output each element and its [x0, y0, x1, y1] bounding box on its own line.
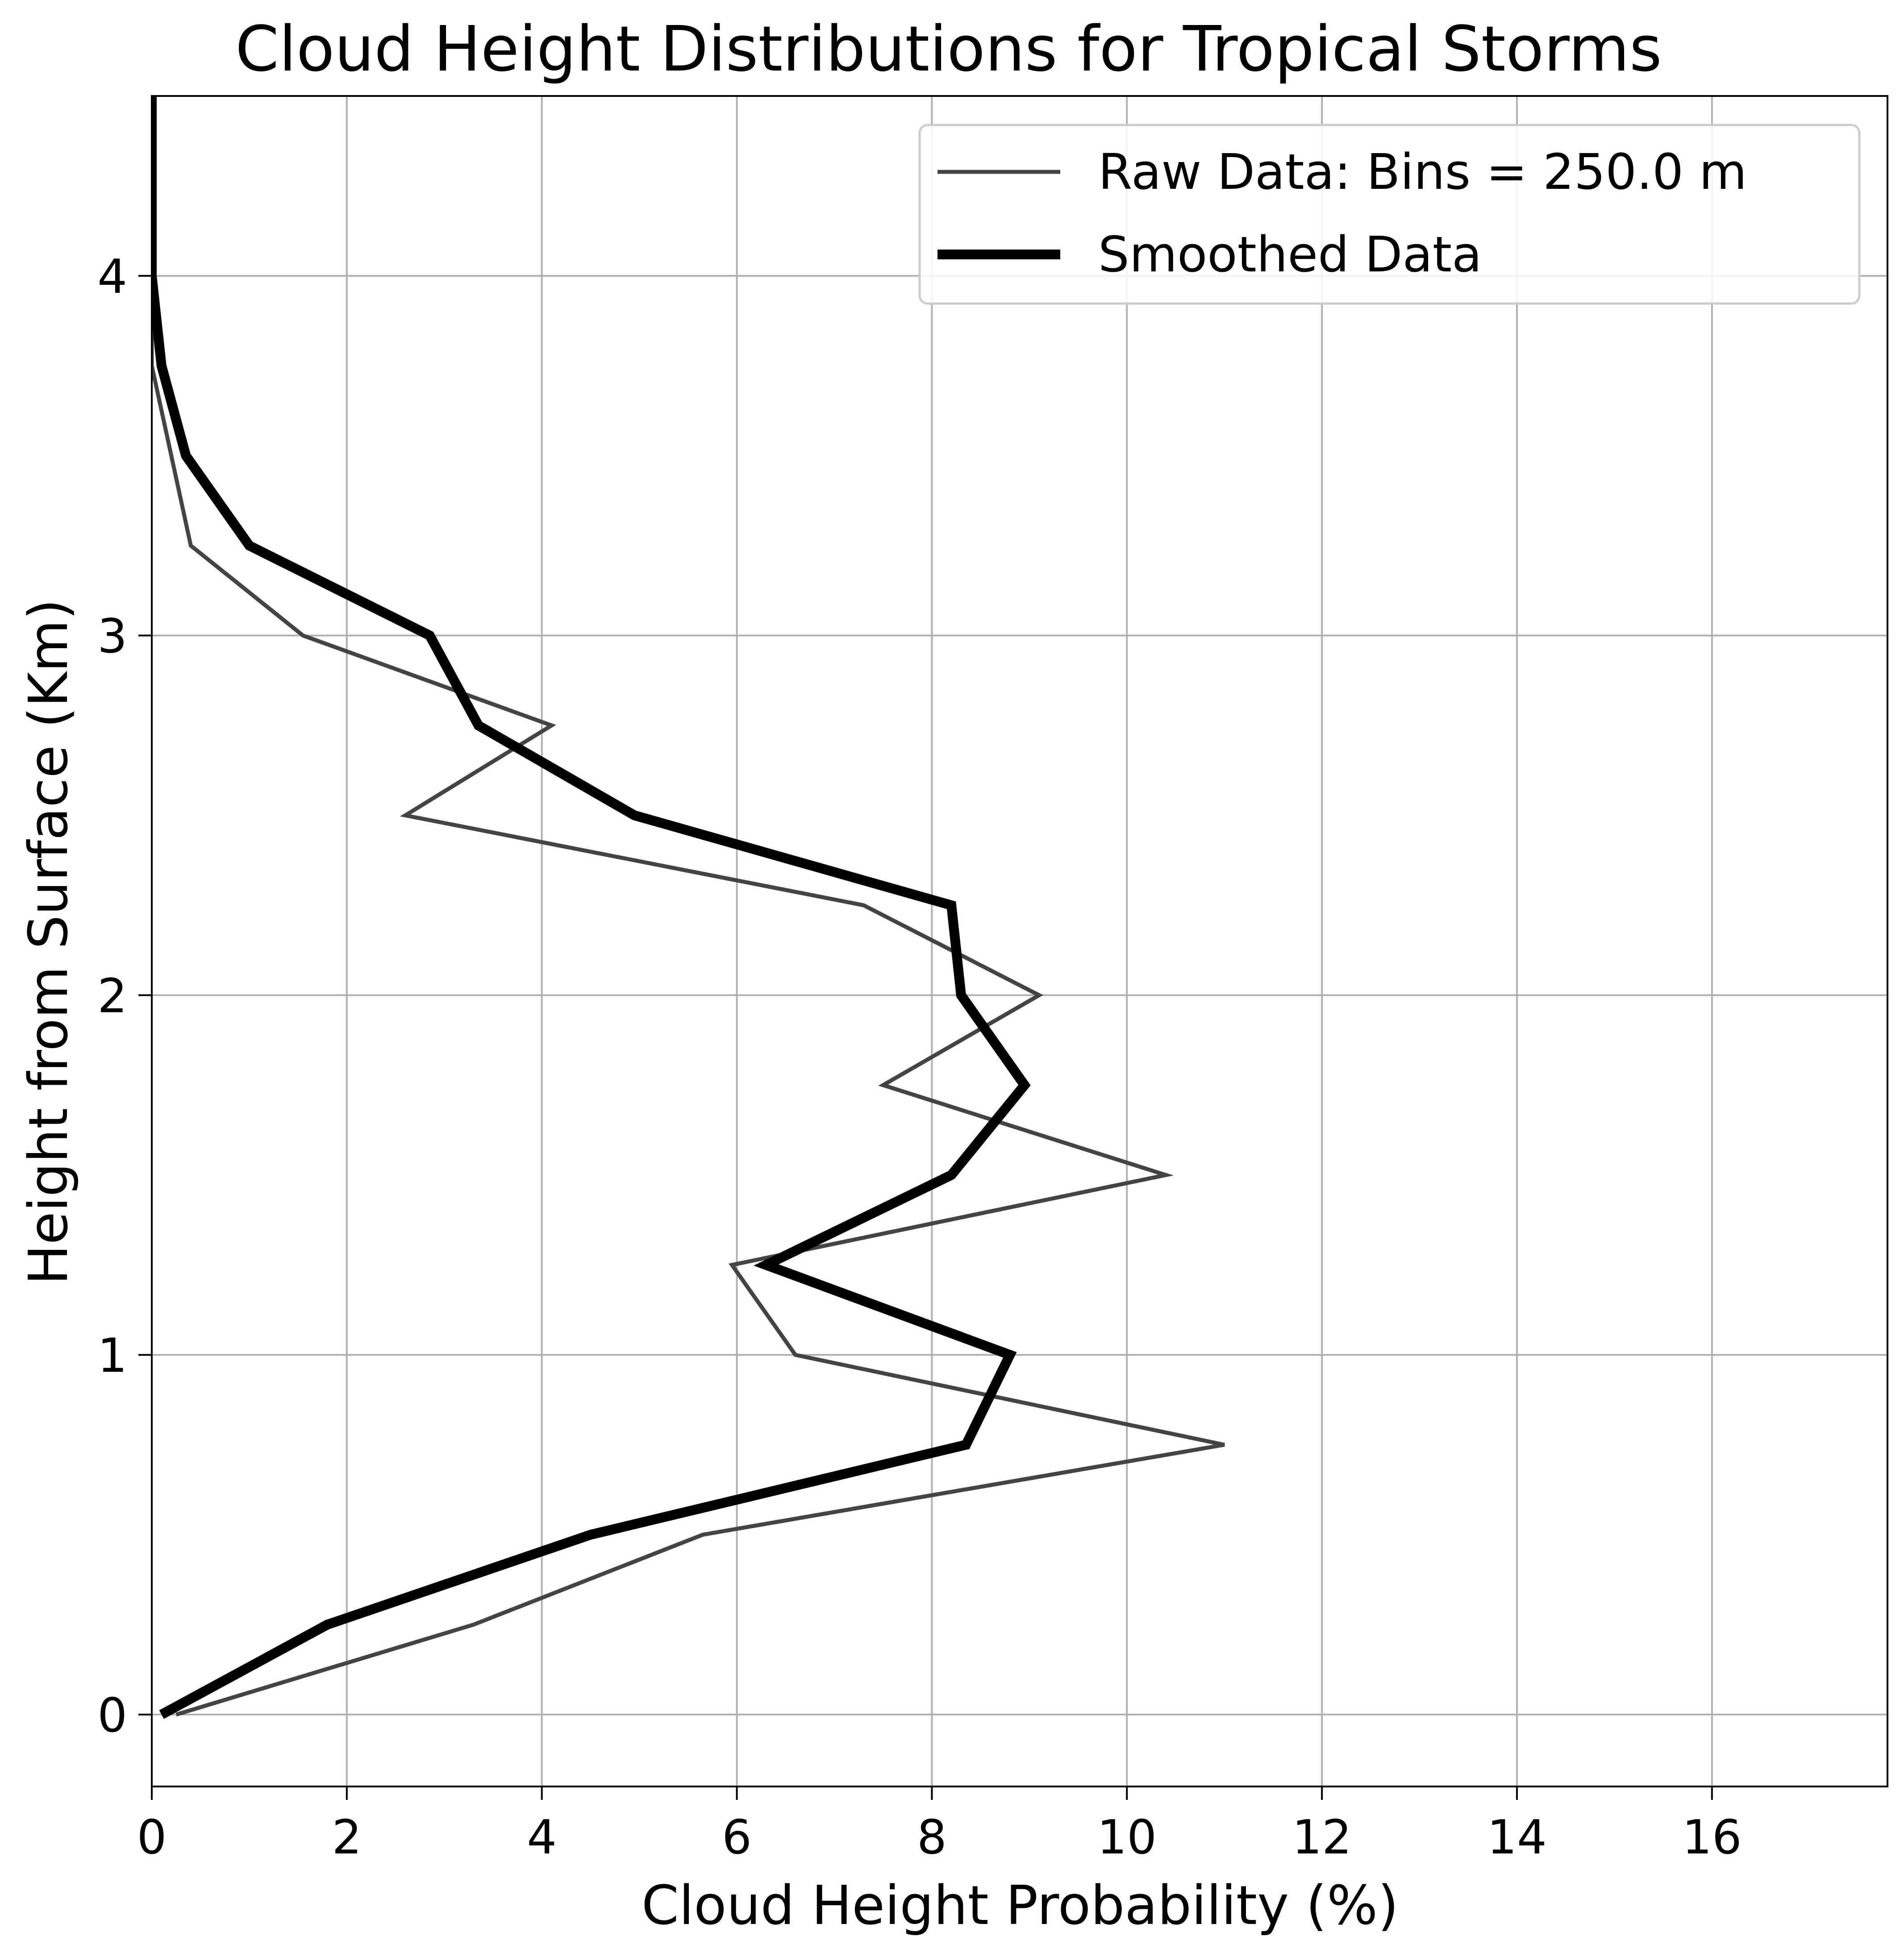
- y-tick-label: 4: [97, 250, 127, 304]
- gridlines: [151, 96, 1887, 1786]
- y-axis-label: Height from Surface (Km): [18, 599, 80, 1285]
- legend-box: [918, 124, 1861, 305]
- x-tick-label: 6: [722, 1810, 752, 1865]
- series-layer: [152, 96, 1225, 1719]
- x-tick-label: 12: [1292, 1810, 1352, 1865]
- chart-title: Cloud Height Distributions for Tropical …: [235, 13, 1662, 86]
- x-axis-label: Cloud Height Probability (%): [642, 1875, 1399, 1937]
- y-tick-label: 3: [97, 609, 127, 664]
- plot-frame: [151, 95, 1888, 1787]
- y-tick-label: 2: [97, 969, 127, 1023]
- x-tick-label: 0: [137, 1810, 167, 1865]
- raw-data-line: [152, 96, 1225, 1717]
- x-tick-label: 10: [1097, 1810, 1157, 1865]
- legend: Raw Data: Bins = 250.0 m Smoothed Data: [918, 124, 1861, 305]
- legend-label: Raw Data: Bins = 250.0 m: [1098, 143, 1747, 200]
- x-tick-label: 16: [1682, 1810, 1742, 1865]
- y-tick-label: 1: [97, 1328, 127, 1383]
- x-tick-label: 4: [527, 1810, 557, 1865]
- smoothed-data-line: [152, 96, 1031, 1719]
- legend-label: Smoothed Data: [1098, 226, 1482, 283]
- y-tick-label: 0: [97, 1688, 127, 1743]
- x-tick-label: 14: [1487, 1810, 1547, 1865]
- x-tick-label: 8: [917, 1810, 947, 1865]
- x-tick-label: 2: [332, 1810, 362, 1865]
